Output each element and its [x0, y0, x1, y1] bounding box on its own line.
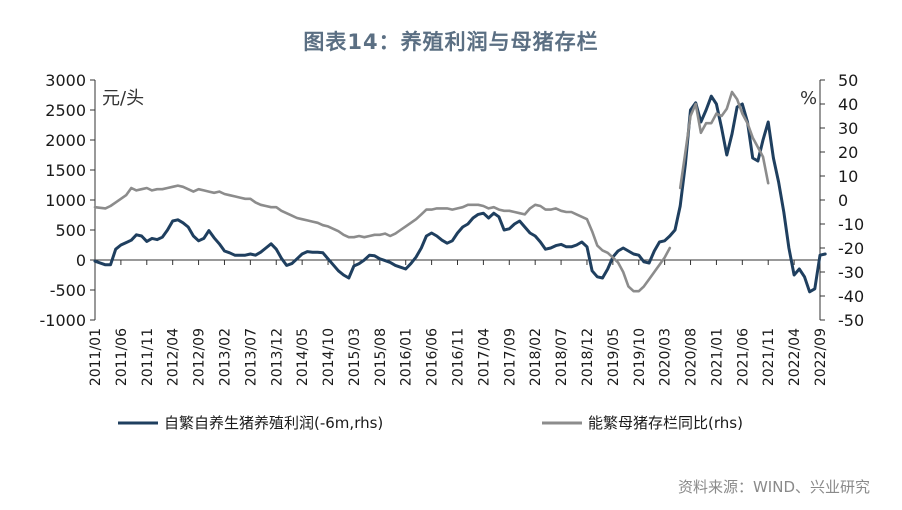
profit-series-line — [93, 94, 827, 294]
chart-title: 图表14：养殖利润与母猪存栏 — [303, 30, 599, 54]
legend-label-profit: 自繁自养生猪养殖利润(-6m,rhs) — [164, 414, 383, 432]
right-tick-label: -20 — [838, 239, 864, 258]
right-tick-label: -50 — [838, 311, 864, 330]
sow-yoy-series-line-2 — [678, 90, 770, 190]
x-tick-label: 2013/02 — [217, 328, 233, 386]
x-tick-label: 2016/06 — [425, 328, 441, 386]
sow-yoy-series-line — [93, 184, 672, 293]
left-tick-label: 1000 — [45, 191, 86, 210]
x-tick-label: 2014/10 — [321, 328, 337, 386]
x-tick-label: 2019/05 — [606, 328, 622, 386]
left-tick-label: -500 — [50, 281, 86, 300]
legend: 自繁自养生猪养殖利润(-6m,rhs) 能繁母猪存栏同比(rhs) — [118, 414, 743, 432]
right-tick-label: -40 — [838, 287, 864, 306]
x-tick-label: 2020/03 — [658, 328, 674, 386]
right-tick-label: -10 — [838, 215, 864, 234]
x-tick-label: 2022/09 — [813, 328, 829, 386]
right-tick-label: 20 — [838, 143, 858, 162]
right-tick-label: -30 — [838, 263, 864, 282]
right-tick-label: 40 — [838, 95, 858, 114]
left-tick-label: 3000 — [45, 71, 86, 90]
x-tick-label: 2011/11 — [140, 328, 156, 386]
x-tick-label: 2012/09 — [192, 328, 208, 386]
left-tick-label: 0 — [76, 251, 86, 270]
x-tick-label: 2017/09 — [502, 328, 518, 386]
x-tick-label: 2020/08 — [684, 328, 700, 386]
legend-label-sow: 能繁母猪存栏同比(rhs) — [588, 414, 743, 432]
left-tick-label: 2500 — [45, 101, 86, 120]
x-tick-label: 2013/12 — [269, 328, 285, 386]
left-axis-unit: 元/头 — [102, 88, 144, 109]
x-tick-label: 2018/02 — [528, 328, 544, 386]
x-tick-label: 2021/01 — [709, 328, 725, 386]
right-tick-label: 50 — [838, 71, 858, 90]
x-tick-label: 2012/04 — [166, 328, 182, 386]
axes: -1000-500050010001500200025003000-50-40-… — [40, 71, 865, 386]
source-note: 资料来源：WIND、兴业研究 — [677, 478, 870, 496]
x-tick-label: 2016/01 — [399, 328, 415, 386]
x-tick-label: 2021/11 — [761, 328, 777, 386]
left-tick-label: -1000 — [40, 311, 87, 330]
x-tick-label: 2016/11 — [451, 328, 467, 386]
x-tick-label: 2015/08 — [373, 328, 389, 386]
x-tick-label: 2015/03 — [347, 328, 363, 386]
right-tick-label: 0 — [838, 191, 848, 210]
x-tick-label: 2018/12 — [580, 328, 596, 386]
x-tick-label: 2011/01 — [88, 328, 104, 386]
left-tick-label: 500 — [55, 221, 86, 240]
x-tick-label: 2019/10 — [632, 328, 648, 386]
right-tick-label: 10 — [838, 167, 858, 186]
x-tick-label: 2017/04 — [476, 328, 492, 386]
left-tick-label: 1500 — [45, 161, 86, 180]
x-tick-label: 2022/04 — [787, 328, 803, 386]
x-tick-label: 2021/06 — [735, 328, 751, 386]
x-tick-label: 2013/07 — [243, 328, 259, 386]
x-tick-label: 2014/05 — [295, 328, 311, 386]
x-tick-label: 2018/07 — [554, 328, 570, 386]
right-axis-unit: % — [800, 88, 817, 109]
x-tick-label: 2011/06 — [114, 328, 130, 386]
right-tick-label: 30 — [838, 119, 858, 138]
left-tick-label: 2000 — [45, 131, 86, 150]
series-layer — [93, 90, 827, 294]
